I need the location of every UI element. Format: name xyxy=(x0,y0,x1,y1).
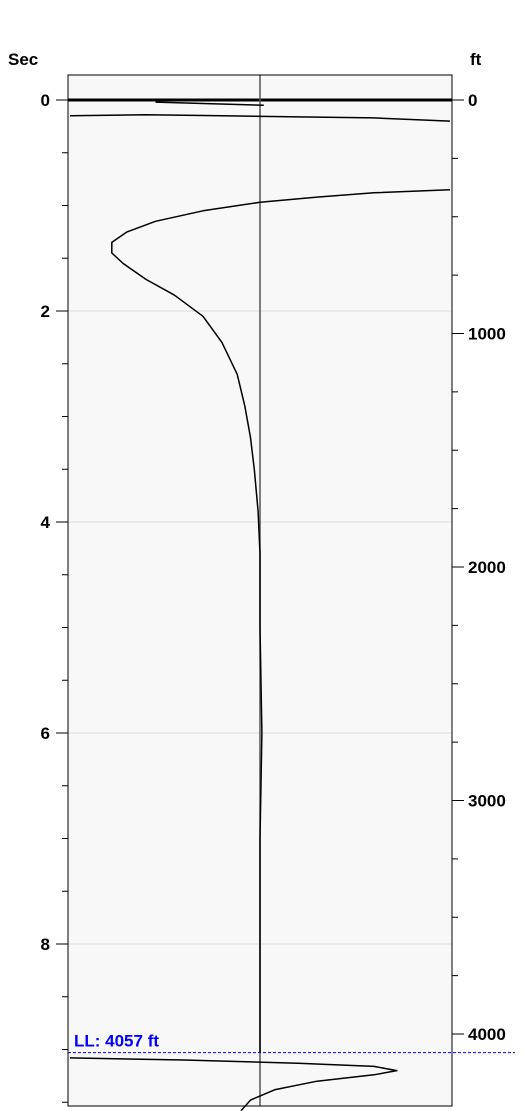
left-axis-unit: Sec xyxy=(8,50,38,69)
left-tick-label: 4 xyxy=(41,513,51,532)
right-tick-label: 0 xyxy=(468,91,477,110)
plot-frame xyxy=(67,74,453,1107)
trace-line-4 xyxy=(69,1057,398,1111)
left-tick-label: 2 xyxy=(41,302,50,321)
trace-line-3 xyxy=(111,188,451,1053)
right-axis: 0 1000 2000 3000 4000 xyxy=(452,91,506,1044)
trace-series xyxy=(69,101,451,1111)
left-tick-label: 6 xyxy=(41,724,50,743)
right-tick-label: 4000 xyxy=(468,1025,506,1044)
trace-line-1 xyxy=(155,101,264,107)
left-tick-label: 8 xyxy=(41,935,50,954)
right-axis-unit: ft xyxy=(470,50,482,69)
right-tick-label: 2000 xyxy=(468,558,506,577)
left-axis: 0 2 4 6 8 xyxy=(41,91,68,1103)
ll-marker-label: LL: 4057 ft xyxy=(74,1032,159,1051)
right-tick-label: 1000 xyxy=(468,325,506,344)
trace-line-2 xyxy=(69,114,451,122)
right-tick-label: 3000 xyxy=(468,792,506,811)
left-tick-label: 0 xyxy=(41,91,50,110)
